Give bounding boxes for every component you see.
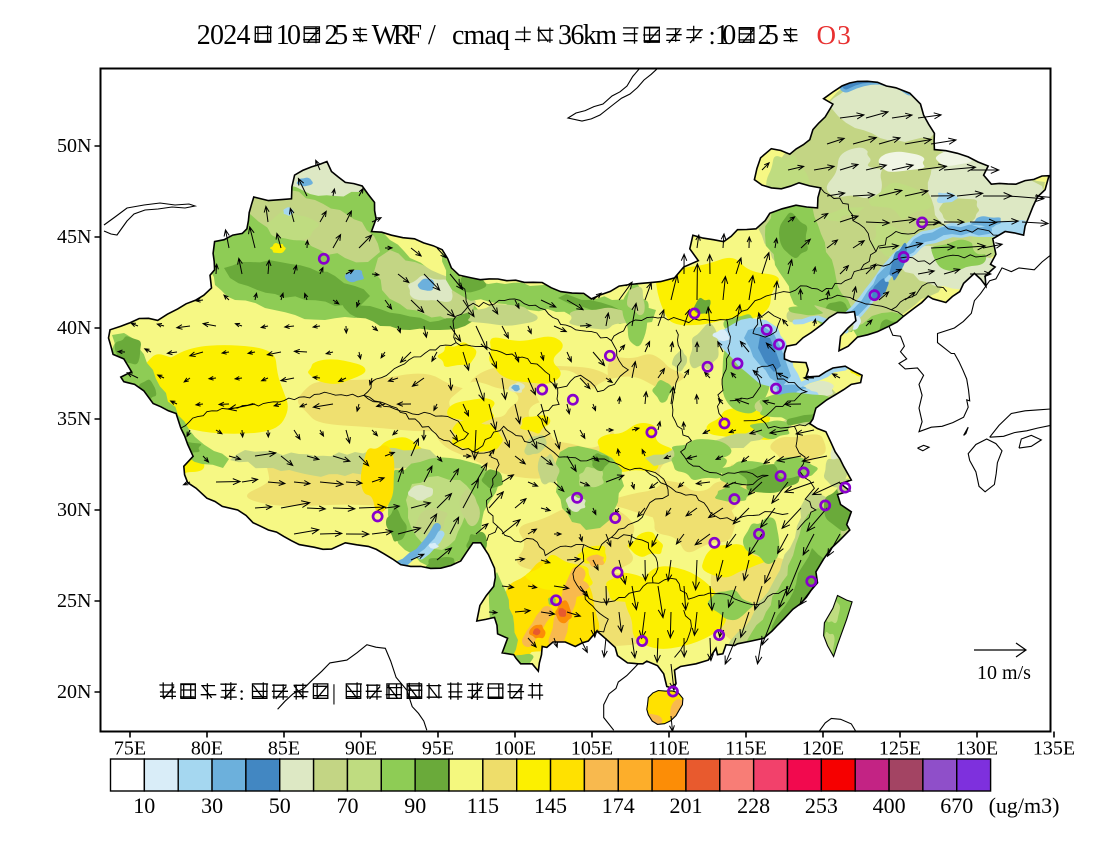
svg-text:2024: 2024 xyxy=(197,20,251,51)
svg-text:201: 201 xyxy=(670,793,703,818)
svg-text:30N: 30N xyxy=(57,499,91,521)
svg-text:10 m/s: 10 m/s xyxy=(977,662,1031,684)
svg-text:105E: 105E xyxy=(571,738,613,760)
svg-text:25: 25 xyxy=(758,20,779,51)
svg-text:228: 228 xyxy=(737,793,770,818)
svg-text:(ug/m3): (ug/m3) xyxy=(989,793,1060,818)
svg-text:10: 10 xyxy=(715,20,736,51)
svg-text:85E: 85E xyxy=(268,738,300,760)
svg-text:10: 10 xyxy=(133,793,155,818)
svg-text:30: 30 xyxy=(201,793,223,818)
svg-text:670: 670 xyxy=(940,793,973,818)
svg-text:125E: 125E xyxy=(879,738,921,760)
svg-text::: : xyxy=(239,681,245,705)
svg-text:75E: 75E xyxy=(114,738,146,760)
svg-text:90: 90 xyxy=(404,793,426,818)
svg-text:95E: 95E xyxy=(422,738,454,760)
svg-text:36km: 36km xyxy=(558,20,617,51)
svg-text:145: 145 xyxy=(534,793,567,818)
svg-text:130E: 130E xyxy=(956,738,998,760)
svg-text:120E: 120E xyxy=(802,738,844,760)
svg-text:|: | xyxy=(332,680,336,705)
svg-text:45N: 45N xyxy=(57,226,91,248)
svg-text:25: 25 xyxy=(325,20,349,51)
svg-text:50N: 50N xyxy=(57,135,91,157)
svg-text:WRF: WRF xyxy=(372,20,423,51)
svg-text:cmaq: cmaq xyxy=(452,20,510,51)
svg-text:50: 50 xyxy=(269,793,291,818)
svg-text:/: / xyxy=(428,20,436,51)
svg-text:90E: 90E xyxy=(345,738,377,760)
svg-text:174: 174 xyxy=(602,793,635,818)
svg-text:115: 115 xyxy=(467,793,499,818)
svg-text:O3: O3 xyxy=(817,20,851,50)
svg-text:25N: 25N xyxy=(57,590,91,612)
svg-text::: : xyxy=(709,21,716,50)
svg-text:400: 400 xyxy=(873,793,906,818)
svg-text:110E: 110E xyxy=(648,738,689,760)
svg-text:253: 253 xyxy=(805,793,838,818)
svg-text:20N: 20N xyxy=(57,681,91,703)
svg-text:40N: 40N xyxy=(57,317,91,339)
svg-text:100E: 100E xyxy=(494,738,536,760)
svg-text:35N: 35N xyxy=(57,408,91,430)
svg-text:135E: 135E xyxy=(1033,738,1075,760)
svg-text:70: 70 xyxy=(337,793,359,818)
svg-text:10: 10 xyxy=(276,20,301,51)
svg-text:115E: 115E xyxy=(725,738,766,760)
svg-text:80E: 80E xyxy=(191,738,223,760)
